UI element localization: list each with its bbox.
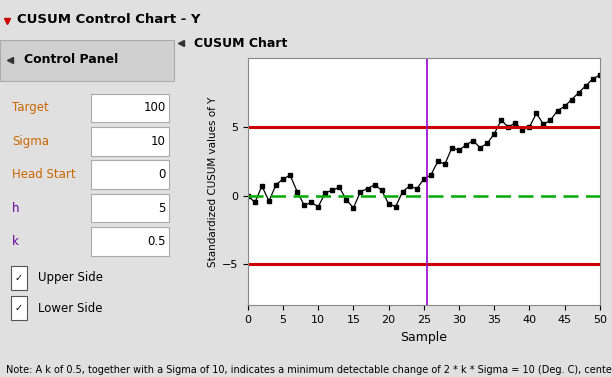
Text: 5: 5 — [159, 202, 166, 215]
Text: Target: Target — [12, 101, 49, 114]
Bar — [91, 227, 169, 256]
Text: CUSUM Control Chart - Y: CUSUM Control Chart - Y — [17, 13, 201, 26]
Text: Sigma: Sigma — [12, 135, 49, 148]
Text: Note: A k of 0.5, together with a Sigma of 10, indicates a minimum detectable ch: Note: A k of 0.5, together with a Sigma … — [6, 365, 612, 375]
Text: 0.5: 0.5 — [147, 235, 166, 248]
Text: h: h — [12, 202, 20, 215]
Bar — [91, 127, 169, 156]
Bar — [91, 93, 169, 122]
Bar — [12, 266, 27, 290]
Bar — [12, 296, 27, 320]
Bar — [91, 194, 169, 222]
Text: Lower Side: Lower Side — [39, 302, 103, 315]
Text: 10: 10 — [151, 135, 166, 148]
Text: ✓: ✓ — [14, 303, 23, 313]
Text: CUSUM Chart: CUSUM Chart — [194, 37, 288, 50]
Text: Upper Side: Upper Side — [39, 271, 103, 284]
Text: Control Panel: Control Panel — [24, 54, 119, 66]
Text: ✓: ✓ — [14, 273, 23, 283]
X-axis label: Sample: Sample — [400, 331, 447, 344]
Text: 0: 0 — [159, 168, 166, 181]
Bar — [91, 160, 169, 189]
Text: 100: 100 — [143, 101, 166, 114]
Text: Head Start: Head Start — [12, 168, 76, 181]
Y-axis label: Standardized CUSUM values of Y: Standardized CUSUM values of Y — [207, 97, 218, 267]
Text: k: k — [12, 235, 19, 248]
